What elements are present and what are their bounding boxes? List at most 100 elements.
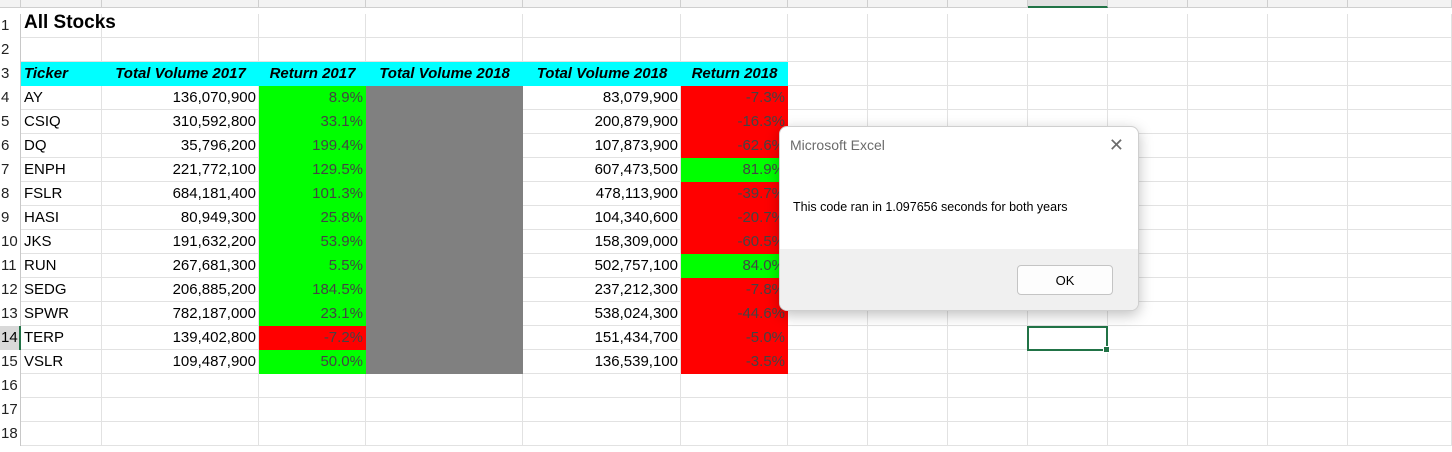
grid-cell[interactable] <box>1348 110 1452 134</box>
grid-cell[interactable] <box>868 398 948 422</box>
grid-cell[interactable] <box>21 134 102 158</box>
grid-cell[interactable] <box>523 278 681 302</box>
empty-gray-cell[interactable] <box>366 110 523 134</box>
grid-cell[interactable] <box>868 38 948 62</box>
grid-cell[interactable] <box>1188 422 1268 446</box>
row-header[interactable]: 12 <box>0 278 21 302</box>
grid-cell[interactable] <box>21 14 102 38</box>
grid-cell[interactable] <box>1268 62 1348 86</box>
return-2017-cell[interactable]: 8.9% <box>259 86 366 110</box>
grid-cell[interactable] <box>1188 38 1268 62</box>
empty-gray-cell[interactable] <box>366 350 523 374</box>
grid-cell[interactable] <box>1348 326 1452 350</box>
grid-cell[interactable] <box>1188 230 1268 254</box>
grid-cell[interactable] <box>102 254 259 278</box>
grid-cell[interactable] <box>102 110 259 134</box>
return-2018-cell[interactable]: -7.8% <box>681 278 788 302</box>
grid-cell[interactable] <box>1348 182 1452 206</box>
grid-cell[interactable] <box>523 302 681 326</box>
volume-2017-cell[interactable]: 310,592,800 <box>172 113 256 130</box>
column-header[interactable] <box>1268 0 1348 8</box>
ticker-cell[interactable]: DQ <box>24 137 47 154</box>
header-total-volume-2017[interactable]: Total Volume 2017 <box>102 62 259 86</box>
row-header[interactable]: 9 <box>0 206 21 230</box>
grid-cell[interactable] <box>102 206 259 230</box>
grid-cell[interactable] <box>868 86 948 110</box>
grid-cell[interactable] <box>102 398 259 422</box>
row-header[interactable]: 5 <box>0 110 21 134</box>
header-total-volume-2018-empty[interactable]: Total Volume 2018 <box>366 62 523 86</box>
grid-cell[interactable] <box>1348 230 1452 254</box>
grid-cell[interactable] <box>1268 110 1348 134</box>
volume-2017-cell[interactable]: 80,949,300 <box>180 209 256 226</box>
return-2017-cell[interactable]: 5.5% <box>259 254 366 278</box>
grid-cell[interactable] <box>523 14 681 38</box>
column-header[interactable] <box>523 0 681 8</box>
grid-cell[interactable] <box>788 422 868 446</box>
return-2018-cell[interactable]: -7.3% <box>681 86 788 110</box>
volume-2017-cell[interactable]: 136,070,900 <box>172 89 256 106</box>
grid-cell[interactable] <box>1028 398 1108 422</box>
grid-cell[interactable] <box>102 14 259 38</box>
empty-gray-cell[interactable] <box>366 254 523 278</box>
ticker-cell[interactable]: HASI <box>24 209 60 226</box>
grid-cell[interactable] <box>1028 14 1108 38</box>
return-2017-cell[interactable]: 25.8% <box>259 206 366 230</box>
grid-cell[interactable] <box>523 254 681 278</box>
grid-cell[interactable] <box>1188 326 1268 350</box>
grid-cell[interactable] <box>102 422 259 446</box>
empty-gray-cell[interactable] <box>366 206 523 230</box>
grid-cell[interactable] <box>259 422 366 446</box>
ticker-cell[interactable]: ENPH <box>24 161 66 178</box>
grid-cell[interactable] <box>1028 38 1108 62</box>
return-2018-cell[interactable]: -16.3% <box>681 110 788 134</box>
grid-cell[interactable] <box>259 38 366 62</box>
grid-cell[interactable] <box>21 182 102 206</box>
grid-cell[interactable] <box>1268 422 1348 446</box>
grid-cell[interactable] <box>948 302 1028 326</box>
grid-cell[interactable] <box>102 302 259 326</box>
ok-button[interactable]: OK <box>1017 265 1113 295</box>
row-header[interactable]: 16 <box>0 374 21 398</box>
row-header[interactable]: 10 <box>0 230 21 254</box>
grid-cell[interactable] <box>21 110 102 134</box>
grid-cell[interactable] <box>366 38 523 62</box>
grid-cell[interactable] <box>948 374 1028 398</box>
grid-cell[interactable] <box>1268 38 1348 62</box>
grid-cell[interactable] <box>1348 86 1452 110</box>
empty-gray-cell[interactable] <box>366 326 523 350</box>
grid-cell[interactable] <box>1268 326 1348 350</box>
volume-2018-cell[interactable]: 237,212,300 <box>594 281 678 298</box>
grid-cell[interactable] <box>948 398 1028 422</box>
grid-cell[interactable] <box>1108 254 1188 278</box>
grid-cell[interactable] <box>1188 206 1268 230</box>
grid-cell[interactable] <box>21 374 102 398</box>
grid-cell[interactable] <box>1108 38 1188 62</box>
empty-gray-cell[interactable] <box>366 158 523 182</box>
grid-cell[interactable] <box>21 86 102 110</box>
grid-cell[interactable] <box>1268 206 1348 230</box>
grid-cell[interactable] <box>366 374 523 398</box>
grid-cell[interactable] <box>1188 398 1268 422</box>
grid-cell[interactable] <box>102 374 259 398</box>
header-total-volume-2018[interactable]: Total Volume 2018 <box>523 62 681 86</box>
grid-cell[interactable] <box>788 14 868 38</box>
grid-cell[interactable] <box>1108 158 1188 182</box>
grid-cell[interactable] <box>1028 62 1108 86</box>
grid-cell[interactable] <box>1348 62 1452 86</box>
grid-cell[interactable] <box>1268 398 1348 422</box>
volume-2018-cell[interactable]: 478,113,900 <box>595 185 678 202</box>
return-2018-cell[interactable]: -39.7% <box>681 182 788 206</box>
volume-2017-cell[interactable]: 267,681,300 <box>172 257 256 274</box>
grid-cell[interactable] <box>1348 14 1452 38</box>
column-header[interactable] <box>1188 0 1268 8</box>
ticker-cell[interactable]: JKS <box>24 233 52 250</box>
column-header[interactable] <box>259 0 366 8</box>
column-header[interactable] <box>1348 0 1452 8</box>
grid-cell[interactable] <box>1188 302 1268 326</box>
grid-cell[interactable] <box>523 134 681 158</box>
column-header[interactable] <box>366 0 523 8</box>
grid-cell[interactable] <box>868 62 948 86</box>
grid-cell[interactable] <box>1108 206 1188 230</box>
